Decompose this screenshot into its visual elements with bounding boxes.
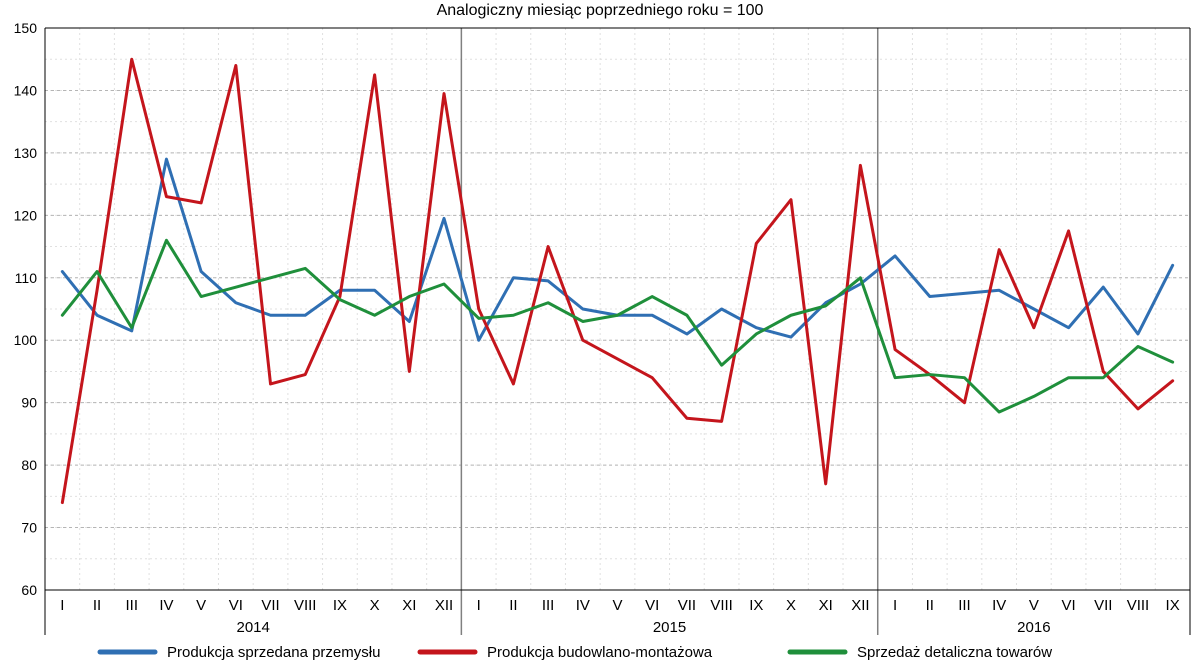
x-tick-label: I — [477, 597, 481, 614]
series-line — [62, 159, 1172, 340]
x-year-label: 2014 — [236, 619, 269, 636]
x-tick-label: X — [786, 597, 796, 614]
x-tick-label: XI — [819, 597, 833, 614]
x-tick-label: VIII — [294, 597, 317, 614]
x-tick-label: X — [370, 597, 380, 614]
x-tick-label: VIII — [1127, 597, 1150, 614]
line-chart: 60708090100110120130140150IIIIIIIVVVIVII… — [0, 0, 1200, 672]
x-tick-label: VII — [678, 597, 696, 614]
x-tick-label: XI — [402, 597, 416, 614]
legend-label: Produkcja budowlano-montażowa — [487, 644, 713, 661]
legend-label: Sprzedaż detaliczna towarów — [857, 644, 1052, 661]
y-tick-label: 110 — [15, 270, 38, 286]
legend-label: Produkcja sprzedana przemysłu — [167, 644, 380, 661]
x-tick-label: IV — [992, 597, 1006, 614]
y-tick-label: 130 — [14, 145, 38, 161]
x-tick-label: IX — [333, 597, 347, 614]
x-tick-label: V — [1029, 597, 1039, 614]
x-tick-label: III — [542, 597, 555, 614]
x-tick-label: II — [926, 597, 934, 614]
y-tick-label: 150 — [14, 20, 38, 36]
x-tick-label: VIII — [710, 597, 733, 614]
y-tick-label: 90 — [21, 395, 37, 411]
x-tick-label: V — [196, 597, 206, 614]
chart-title: Analogiczny miesiąc poprzedniego roku = … — [0, 2, 1200, 20]
series-line — [62, 59, 1172, 502]
x-year-label: 2016 — [1017, 619, 1050, 636]
x-tick-label: IV — [576, 597, 590, 614]
x-tick-label: VI — [229, 597, 243, 614]
y-tick-label: 70 — [21, 520, 37, 536]
y-tick-label: 80 — [21, 457, 37, 473]
x-tick-label: V — [612, 597, 622, 614]
x-tick-label: II — [509, 597, 517, 614]
y-tick-label: 100 — [14, 332, 38, 348]
x-tick-label: III — [125, 597, 138, 614]
x-tick-label: VII — [261, 597, 279, 614]
x-tick-label: XII — [435, 597, 453, 614]
x-tick-label: VI — [645, 597, 659, 614]
x-tick-label: III — [958, 597, 971, 614]
x-tick-label: II — [93, 597, 101, 614]
x-tick-label: IX — [1166, 597, 1180, 614]
x-tick-label: IX — [749, 597, 763, 614]
x-year-label: 2015 — [653, 619, 686, 636]
x-tick-label: I — [60, 597, 64, 614]
x-tick-label: VI — [1061, 597, 1075, 614]
x-tick-label: XII — [851, 597, 869, 614]
x-tick-label: VII — [1094, 597, 1112, 614]
y-tick-label: 140 — [14, 82, 38, 98]
y-tick-label: 60 — [21, 582, 37, 598]
x-tick-label: I — [893, 597, 897, 614]
x-tick-label: IV — [159, 597, 173, 614]
y-tick-label: 120 — [14, 207, 38, 223]
